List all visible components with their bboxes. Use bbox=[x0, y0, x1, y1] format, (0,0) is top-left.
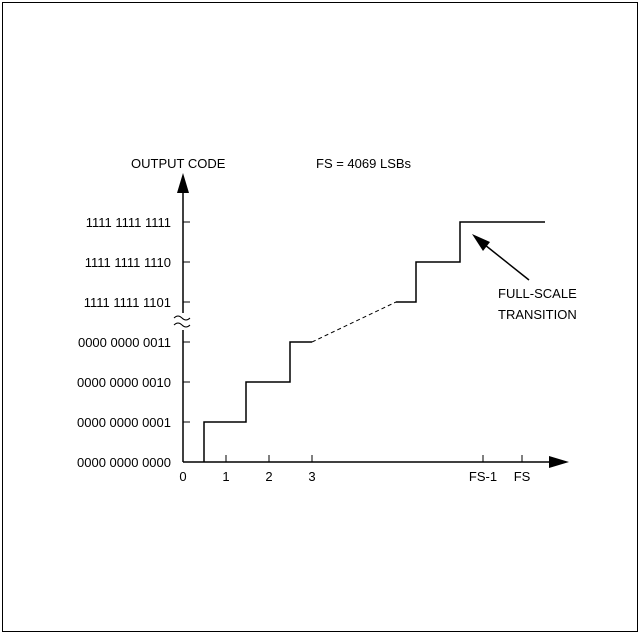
annotation-line-1: FULL-SCALE bbox=[498, 286, 577, 301]
y-axis bbox=[177, 173, 189, 462]
y-tick-label: 0000 0000 0010 bbox=[77, 375, 171, 390]
axis-break-icon bbox=[173, 315, 191, 328]
x-tick-label: 3 bbox=[308, 469, 315, 484]
x-ticks bbox=[225, 455, 523, 462]
annotation-line-2: TRANSITION bbox=[498, 307, 577, 322]
staircase-upper bbox=[396, 221, 545, 303]
y-tick-label: 1111 1111 1101 bbox=[84, 295, 171, 310]
staircase-lower bbox=[203, 341, 312, 462]
y-tick-label: 1111 1111 1111 bbox=[86, 215, 171, 230]
x-tick-label: FS-1 bbox=[469, 469, 497, 484]
x-tick-label: 1 bbox=[222, 469, 229, 484]
x-axis bbox=[183, 456, 569, 468]
staircase-dashed-gap bbox=[311, 301, 397, 343]
y-tick-label: 1111 1111 1110 bbox=[85, 255, 171, 270]
fs-note: FS = 4069 LSBs bbox=[316, 156, 412, 171]
x-tick-label: 2 bbox=[265, 469, 272, 484]
x-tick-label: FS bbox=[514, 469, 531, 484]
y-tick-labels: 0000 0000 0000 0000 0000 0001 0000 0000 … bbox=[77, 215, 171, 470]
x-tick-label: 0 bbox=[179, 469, 186, 484]
y-axis-title: OUTPUT CODE bbox=[131, 156, 226, 171]
x-tick-labels: 0 1 2 3 FS-1 FS bbox=[179, 469, 530, 484]
y-tick-label: 0000 0000 0000 bbox=[77, 455, 171, 470]
y-ticks bbox=[183, 221, 190, 423]
y-axis-arrow-icon bbox=[177, 173, 189, 193]
y-tick-label: 0000 0000 0011 bbox=[78, 335, 171, 350]
annotation-arrow-icon bbox=[472, 234, 530, 281]
y-tick-label: 0000 0000 0001 bbox=[77, 415, 171, 430]
x-axis-arrow-icon bbox=[549, 456, 569, 468]
